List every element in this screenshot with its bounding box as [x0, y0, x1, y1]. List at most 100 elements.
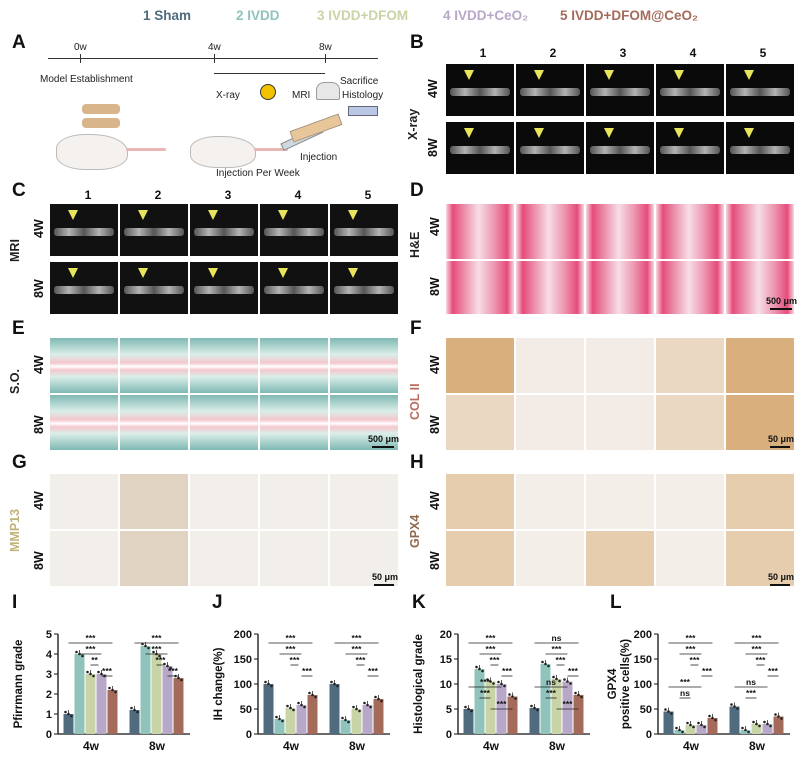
spine-segment [450, 146, 510, 154]
data-point [503, 684, 506, 688]
data-point [166, 664, 169, 668]
data-point [574, 691, 577, 695]
significance-label: *** [546, 688, 557, 698]
scale-bar [770, 308, 792, 310]
significance-label: ns [546, 677, 556, 687]
data-point [511, 695, 514, 698]
data-point [774, 713, 777, 716]
data-point [780, 717, 783, 720]
x-tick-label: 4w [683, 739, 700, 753]
data-point [180, 678, 183, 682]
row-label-8w: 8W [428, 415, 442, 434]
data-point [292, 708, 295, 712]
data-point [763, 720, 766, 724]
col-label-1: 1 [479, 46, 487, 60]
xray-row-title: X-ray [406, 108, 420, 140]
pointer-arrow-icon [68, 210, 78, 220]
gpx4-image [726, 531, 794, 586]
gpx4-image [726, 474, 794, 529]
xray-image [726, 64, 794, 116]
pointer-arrow-icon [674, 70, 684, 80]
data-point [675, 726, 678, 730]
bar [373, 699, 384, 734]
data-point [741, 726, 744, 730]
mmp13-image [190, 531, 258, 586]
data-point [697, 721, 700, 725]
col-label-3: 3 [619, 46, 627, 60]
data-point [270, 684, 273, 688]
bar [274, 719, 285, 734]
bar [340, 720, 351, 734]
spine-segment [730, 146, 790, 154]
spine-segment [590, 88, 650, 96]
data-point [514, 697, 517, 700]
significance-label: *** [752, 633, 763, 643]
row-label-4w: 4W [32, 219, 46, 238]
bar [674, 730, 685, 734]
bar [463, 709, 474, 734]
mmp13-image [50, 474, 118, 529]
y-tick-label: 100 [634, 679, 652, 691]
scale-bar [372, 446, 394, 448]
y-tick-label: 2 [46, 689, 52, 701]
significance-label: *** [286, 633, 297, 643]
data-point [689, 723, 692, 727]
data-point [467, 707, 470, 711]
significance-label: *** [686, 644, 697, 654]
col-label-1: 1 [84, 188, 92, 202]
bar [329, 684, 340, 734]
xray-image [656, 122, 724, 174]
col-label-3: 3 [224, 188, 232, 202]
so-image [260, 395, 328, 450]
data-point [352, 705, 355, 709]
data-point [667, 710, 670, 713]
bone-icon [82, 104, 120, 114]
data-point [552, 675, 555, 679]
pointer-arrow-icon [278, 268, 288, 278]
col2-image [726, 395, 794, 450]
mri-step-label: MRI [292, 90, 311, 101]
panel-label-b: B [410, 32, 424, 53]
significance-label: *** [486, 644, 497, 654]
xray-image [516, 122, 584, 174]
bar [663, 711, 674, 734]
spine-segment [54, 286, 114, 294]
significance-label: *** [168, 666, 179, 676]
panel-c-images: 1 2 3 4 5 4W 8W [24, 186, 404, 316]
panel-f-images: 4W 8W 50 μm [420, 334, 800, 454]
data-point [355, 707, 358, 711]
spine-segment [590, 146, 650, 154]
significance-label: *** [552, 644, 563, 654]
rat-icon [56, 134, 128, 170]
spine-segment [520, 88, 580, 96]
data-point [563, 678, 566, 681]
pointer-arrow-icon [744, 128, 754, 138]
data-point [470, 709, 473, 713]
pointer-arrow-icon [68, 268, 78, 278]
panel-label-h: H [410, 452, 424, 473]
data-point [544, 662, 547, 666]
pointer-arrow-icon [208, 268, 218, 278]
mmp13-image [190, 474, 258, 529]
y-tick-label: 150 [634, 654, 652, 666]
significance-label: *** [497, 699, 508, 709]
gpx4-image [656, 474, 724, 529]
spine-segment [660, 88, 720, 96]
significance-label: *** [556, 655, 567, 665]
histology-label: Histology [342, 90, 384, 101]
sacrifice-label: Sacrifice [340, 76, 379, 87]
scale-bar-label: 50 μm [372, 572, 399, 582]
data-point [341, 716, 344, 720]
x-tick-label: 8w [549, 739, 566, 753]
spine-segment [660, 146, 720, 154]
rat-tail-2 [254, 148, 288, 151]
data-point [147, 646, 150, 650]
significance-label: *** [156, 655, 167, 665]
panel-label-g: G [12, 452, 27, 473]
pointer-arrow-icon [744, 70, 754, 80]
col2-image [516, 395, 584, 450]
bar [140, 646, 151, 734]
scale-bar [770, 584, 790, 586]
data-point [569, 682, 572, 685]
bar [540, 664, 551, 734]
